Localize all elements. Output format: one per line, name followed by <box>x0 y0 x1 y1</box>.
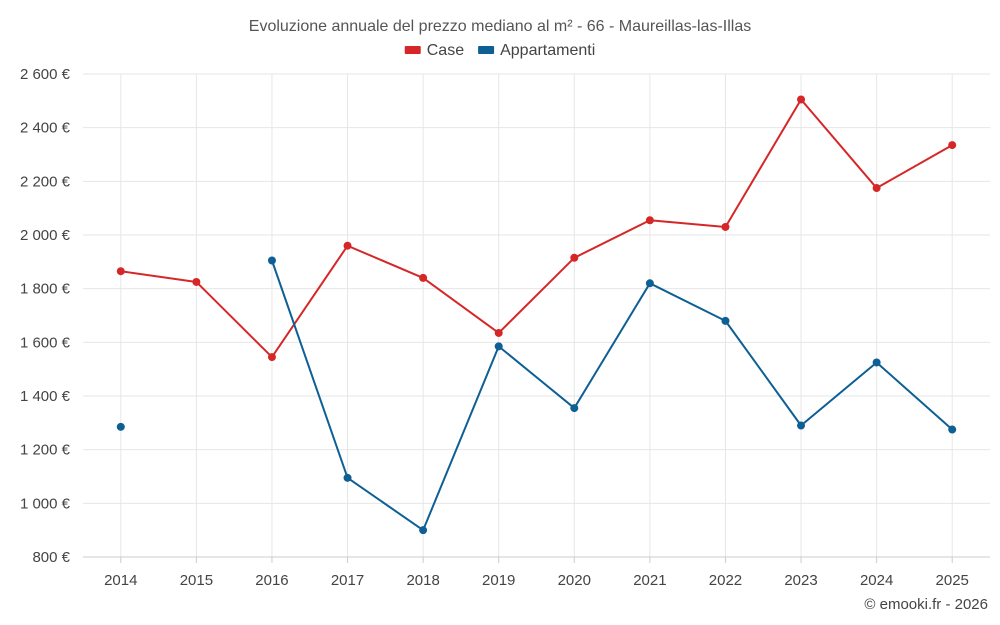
data-point[interactable] <box>570 404 579 413</box>
x-tick-label: 2021 <box>633 572 666 589</box>
y-tick-label: 1 400 € <box>20 388 71 405</box>
data-point[interactable] <box>343 473 352 482</box>
legend: Case Appartamenti <box>404 42 595 59</box>
data-point[interactable] <box>116 267 125 276</box>
legend-label: Case <box>427 42 464 59</box>
x-tick-label: 2018 <box>406 572 439 589</box>
x-tick-label: 2016 <box>255 572 288 589</box>
y-tick-label: 2 600 € <box>20 66 71 83</box>
y-tick-label: 2 000 € <box>20 227 71 244</box>
y-tick-label: 2 400 € <box>20 120 71 137</box>
series-line <box>271 260 953 532</box>
data-point[interactable] <box>645 216 654 225</box>
x-tick-label: 2014 <box>104 572 137 589</box>
legend-label: Appartamenti <box>500 42 595 59</box>
data-point[interactable] <box>267 256 276 265</box>
x-tick-label: 2015 <box>180 572 213 589</box>
y-tick-label: 800 € <box>32 549 70 566</box>
data-point[interactable] <box>872 184 881 193</box>
data-point[interactable] <box>494 328 503 337</box>
y-tick-label: 2 200 € <box>20 173 71 190</box>
legend-swatch[interactable] <box>404 46 421 54</box>
axes: 800 € 1 000 € 1 200 € 1 400 € 1 600 € 1 800 €… <box>20 66 990 589</box>
x-tick-label: 2022 <box>709 572 742 589</box>
data-point[interactable] <box>494 342 503 351</box>
data-point[interactable] <box>721 316 730 325</box>
y-tick-label: 1 200 € <box>20 442 71 459</box>
legend-swatch[interactable] <box>478 46 495 54</box>
series-appartamenti <box>116 256 957 535</box>
data-point[interactable] <box>948 425 957 434</box>
data-point[interactable] <box>116 422 125 431</box>
x-tick-label: 2019 <box>482 572 515 589</box>
x-tick-label: 2017 <box>331 572 364 589</box>
series-layer <box>116 95 957 535</box>
data-point[interactable] <box>419 273 428 282</box>
data-point[interactable] <box>948 141 957 150</box>
series-case <box>116 95 957 362</box>
x-tick-label: 2024 <box>860 572 893 589</box>
data-point[interactable] <box>267 353 276 362</box>
data-point[interactable] <box>797 95 806 104</box>
data-point[interactable] <box>343 241 352 250</box>
x-tick-label: 2020 <box>558 572 591 589</box>
x-tick-label: 2025 <box>936 572 969 589</box>
grid <box>83 73 990 557</box>
data-point[interactable] <box>872 358 881 367</box>
data-point[interactable] <box>419 526 428 535</box>
data-point[interactable] <box>570 253 579 262</box>
credit-text: © emooki.fr - 2026 <box>864 596 988 613</box>
chart-title: Evoluzione annuale del prezzo mediano al… <box>249 18 751 35</box>
data-point[interactable] <box>797 421 806 430</box>
series-line <box>120 98 953 359</box>
x-tick-label: 2023 <box>784 572 817 589</box>
y-tick-label: 1 800 € <box>20 281 71 298</box>
y-tick-label: 1 600 € <box>20 334 71 351</box>
data-point[interactable] <box>721 222 730 231</box>
y-tick-label: 1 000 € <box>20 495 71 512</box>
data-point[interactable] <box>645 279 654 288</box>
data-point[interactable] <box>192 277 201 286</box>
